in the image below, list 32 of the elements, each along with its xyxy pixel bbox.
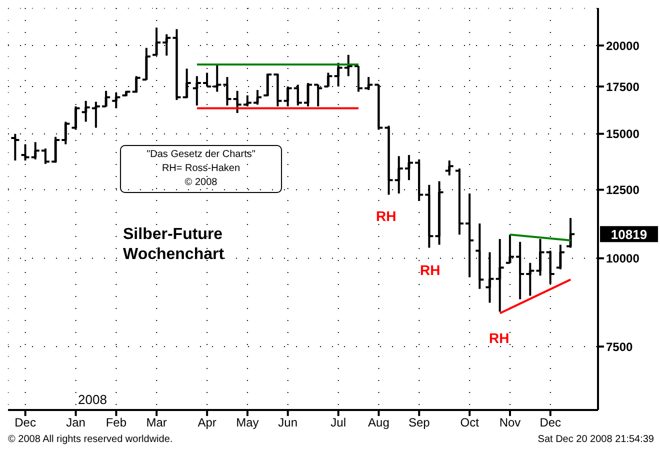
y-tick-label: 17500 (606, 80, 640, 94)
annotation: 2008 (78, 392, 107, 407)
y-tick-label: 15000 (606, 127, 640, 142)
annotation: RH (420, 262, 440, 278)
x-tick-label: Dec (14, 416, 36, 430)
x-tick-label: Aug (368, 416, 390, 430)
candlestick (266, 72, 269, 98)
annotation: RH (376, 208, 396, 224)
text: Wochenchart (123, 245, 224, 265)
text: 10819 (610, 227, 648, 242)
x-tick-label: Jun (278, 416, 298, 430)
y-tick-label: 7500 (606, 340, 634, 354)
x-tick-label: Feb (106, 416, 127, 430)
text: Sat Dec 20 2008 21:54:39 (538, 434, 654, 445)
x-tick-label: Jul (330, 416, 346, 430)
x-tick-label: Apr (198, 416, 216, 430)
text: Silber-Future (123, 225, 224, 245)
annotation: RH= Ross-Haken (160, 162, 242, 176)
y-tick-label: 20000 (606, 38, 640, 53)
x-tick-label: May (236, 416, 259, 430)
x-tick-label: Jan (66, 416, 86, 430)
x-tick-label: Dec (540, 416, 562, 430)
x-tick-label: Nov (499, 416, 521, 430)
text: © 2008 All rights reserved worldwide. (8, 434, 173, 445)
x-tick-label: Mar (146, 416, 167, 430)
annotation: RH (489, 330, 510, 346)
x-tick-label: Sep (408, 416, 430, 430)
annotation: © 2008 (184, 176, 218, 190)
y-tick-label: 12500 (606, 183, 640, 198)
x-tick-label: Oct (460, 416, 480, 430)
annotation: "Das Gesetz der Charts" (146, 148, 256, 162)
y-tick-label: 10000 (606, 252, 640, 266)
